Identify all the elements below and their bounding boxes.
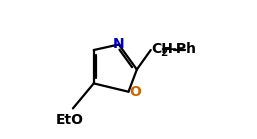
Text: —Ph: —Ph — [162, 42, 196, 56]
Text: N: N — [113, 38, 125, 51]
Text: O: O — [129, 85, 141, 99]
Text: 2: 2 — [160, 48, 168, 58]
Text: EtO: EtO — [56, 113, 84, 126]
Text: CH: CH — [151, 42, 173, 56]
